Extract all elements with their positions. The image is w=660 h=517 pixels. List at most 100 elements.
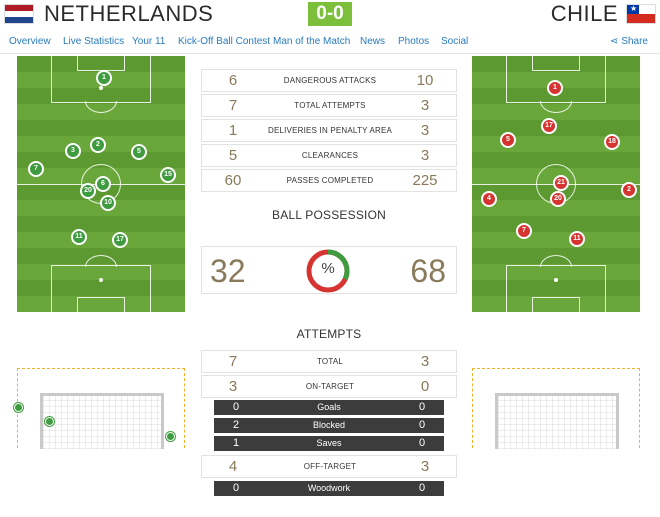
attempts-label: ON-TARGET	[305, 382, 355, 391]
tab-your-11[interactable]: Your 11	[132, 36, 166, 47]
stat-home-value: 7	[228, 97, 238, 114]
stat-away-value: 225	[412, 172, 438, 189]
attempts-row-saves: 1 Saves 0	[214, 436, 444, 451]
away-player-marker[interactable]: 21	[553, 175, 569, 191]
away-player-marker[interactable]: 17	[541, 118, 557, 134]
attempts-row-off-target: 4 OFF-TARGET 3	[201, 455, 457, 478]
attempts-home-value: 4	[228, 458, 238, 475]
chile-flag-icon: ★	[626, 4, 656, 24]
netherlands-flag-icon	[4, 4, 34, 24]
away-player-marker[interactable]: 11	[569, 231, 585, 247]
stat-label: PASSES COMPLETED	[286, 176, 374, 185]
tab-news[interactable]: News	[360, 36, 386, 47]
home-player-marker[interactable]: 6	[95, 176, 111, 192]
tab-kick-off-ball-contest[interactable]: Kick-Off Ball Contest	[178, 36, 271, 47]
attempts-label: Woodwork	[307, 483, 351, 493]
share-label: Share	[621, 36, 648, 47]
stat-home-value: 6	[228, 72, 238, 89]
possession-percent-symbol: %	[321, 260, 335, 277]
tab-photos[interactable]: Photos	[398, 36, 430, 47]
possession-donut-chart	[306, 249, 350, 293]
attempts-row-blocked: 2 Blocked 0	[214, 418, 444, 433]
stat-label: DELIVERIES IN PENALTY AREA	[267, 126, 393, 135]
attempts-away-value: 3	[420, 458, 430, 475]
shot-marker[interactable]	[14, 403, 23, 412]
stat-away-value: 3	[420, 147, 430, 164]
away-player-marker[interactable]: 5	[500, 132, 516, 148]
stat-home-value: 1	[228, 122, 238, 139]
shot-marker[interactable]	[45, 417, 54, 426]
tab-social[interactable]: Social	[441, 36, 469, 47]
stat-home-value: 60	[224, 172, 242, 189]
attempts-label: OFF-TARGET	[303, 462, 357, 471]
possession-title: BALL POSSESSION	[272, 208, 386, 222]
shot-marker[interactable]	[166, 432, 175, 441]
attempts-row-goals: 0 Goals 0	[214, 400, 444, 415]
stat-away-value: 10	[416, 72, 434, 89]
attempts-home-value: 2	[232, 419, 240, 431]
share-icon: ⋖	[609, 36, 619, 47]
home-player-marker[interactable]: 10	[100, 195, 116, 211]
attempts-label: Goals	[317, 402, 341, 412]
match-score: 0-0	[308, 2, 352, 26]
attempts-label: Saves	[316, 438, 342, 448]
home-formation-pitch: 1 3 2 5 7 15 6 20 10 11 17	[17, 56, 185, 312]
stat-home-value: 5	[228, 147, 238, 164]
attempts-home-value: 3	[228, 378, 238, 395]
tab-overview[interactable]: Overview	[9, 36, 51, 47]
home-player-marker[interactable]: 11	[71, 229, 87, 245]
attempts-away-value: 0	[418, 401, 426, 413]
stat-row-clearances: 5 CLEARANCES 3	[201, 144, 457, 167]
stat-label: TOTAL ATTEMPTS	[294, 101, 366, 110]
home-player-marker[interactable]: 2	[90, 137, 106, 153]
home-player-marker[interactable]: 15	[160, 167, 176, 183]
possession-panel: 32 % 68	[201, 246, 457, 294]
away-team-name[interactable]: CHILE	[550, 1, 618, 26]
away-player-marker[interactable]: 1	[547, 80, 563, 96]
attempts-home-value: 1	[232, 437, 240, 449]
home-goal-shot-map	[14, 368, 185, 449]
home-player-marker[interactable]: 20	[80, 183, 96, 199]
home-player-marker[interactable]: 7	[28, 161, 44, 177]
attempts-title: ATTEMPTS	[296, 327, 362, 341]
tab-man-of-the-match[interactable]: Man of the Match	[273, 36, 351, 47]
attempts-away-value: 0	[420, 378, 430, 395]
match-header: NETHERLANDS 0-0 CHILE ★	[0, 0, 660, 30]
home-player-marker[interactable]: 17	[112, 232, 128, 248]
home-player-marker[interactable]: 1	[96, 70, 112, 86]
home-player-marker[interactable]: 5	[131, 144, 147, 160]
stat-row-passes-completed: 60 PASSES COMPLETED 225	[201, 169, 457, 192]
attempts-away-value: 0	[418, 437, 426, 449]
attempts-away-value: 3	[420, 353, 430, 370]
away-player-marker[interactable]: 7	[516, 223, 532, 239]
share-button[interactable]: ⋖ Share	[610, 36, 648, 47]
attempts-row-on-target: 3 ON-TARGET 0	[201, 375, 457, 398]
stat-away-value: 3	[420, 122, 430, 139]
match-nav: Overview Live Statistics Your 11 Kick-Of…	[0, 30, 660, 54]
possession-away-value: 68	[410, 253, 446, 289]
away-player-marker[interactable]: 18	[604, 134, 620, 150]
attempts-row-woodwork: 0 Woodwork 0	[214, 481, 444, 496]
stat-label: DANGEROUS ATTACKS	[283, 76, 377, 85]
stat-label: CLEARANCES	[301, 151, 359, 160]
away-formation-pitch: 1 17 5 18 21 20 2 4 7 11	[472, 56, 640, 312]
tab-live-statistics[interactable]: Live Statistics	[63, 36, 125, 47]
stat-row-dangerous-attacks: 6 DANGEROUS ATTACKS 10	[201, 69, 457, 92]
goal-frame	[495, 393, 619, 449]
attempts-home-value: 7	[228, 353, 238, 370]
stat-away-value: 3	[420, 97, 430, 114]
away-player-marker[interactable]: 2	[621, 182, 637, 198]
goal-frame	[40, 393, 164, 449]
home-team-name[interactable]: NETHERLANDS	[44, 1, 214, 26]
away-player-marker[interactable]: 4	[481, 191, 497, 207]
attempts-home-value: 0	[232, 401, 240, 413]
stat-row-total-attempts: 7 TOTAL ATTEMPTS 3	[201, 94, 457, 117]
home-player-marker[interactable]: 3	[65, 143, 81, 159]
attempts-label: Blocked	[312, 420, 346, 430]
attempts-away-value: 0	[418, 482, 426, 494]
attempts-home-value: 0	[232, 482, 240, 494]
possession-home-value: 32	[210, 253, 246, 289]
attempts-row-total: 7 TOTAL 3	[201, 350, 457, 373]
away-goal-shot-map	[472, 368, 640, 449]
away-player-marker[interactable]: 20	[550, 191, 566, 207]
